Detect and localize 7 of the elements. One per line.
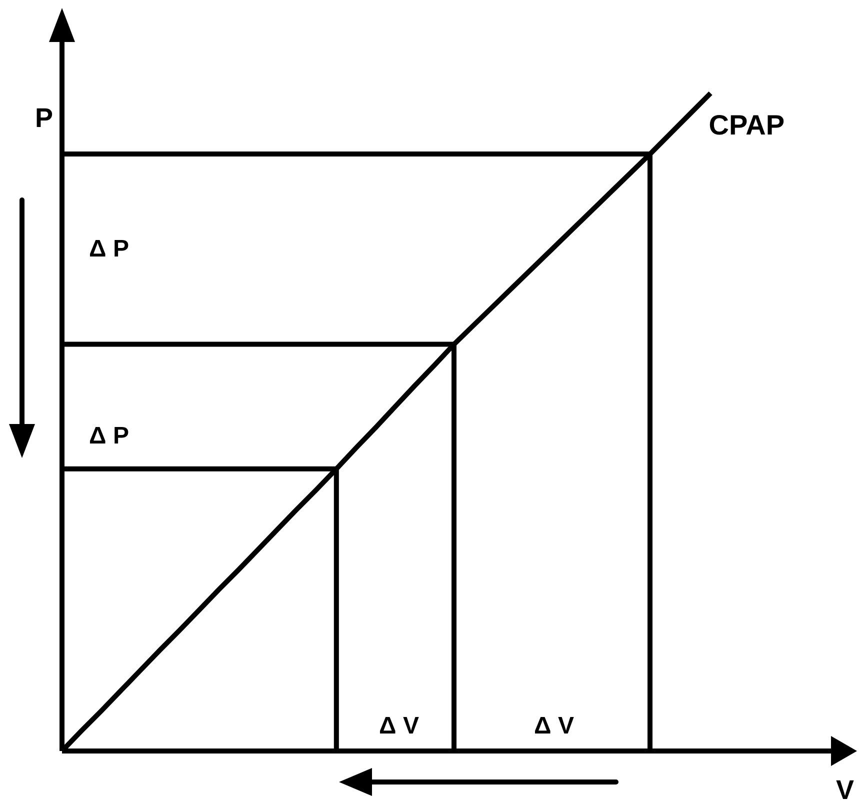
annotation: Δ V — [534, 712, 574, 740]
annotation: Δ V — [379, 712, 419, 740]
annotation: Δ P — [89, 422, 129, 450]
series-label: CPAP — [708, 110, 785, 140]
annotation: Δ P — [89, 236, 129, 262]
y-axis-title: P — [34, 103, 54, 133]
x-axis-title: V — [836, 775, 854, 804]
